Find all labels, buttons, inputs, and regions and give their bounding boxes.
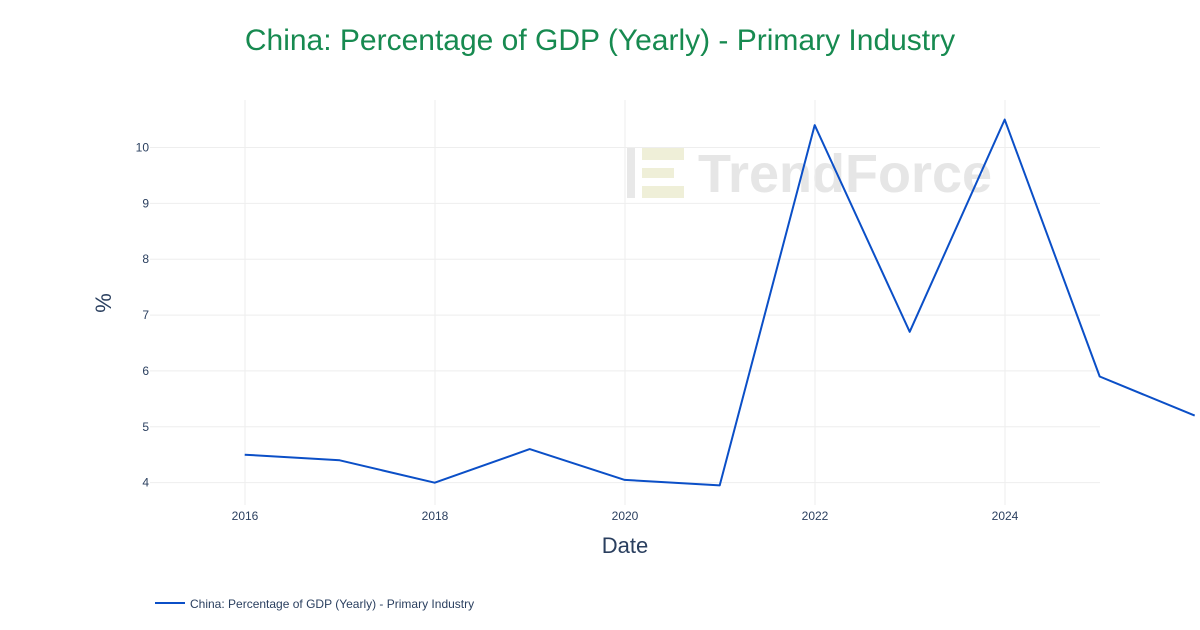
trendforce-logo-icon <box>627 148 684 198</box>
legend[interactable]: China: Percentage of GDP (Yearly) - Prim… <box>155 597 474 611</box>
y-tick-label: 7 <box>142 308 149 322</box>
data-point[interactable] <box>336 456 344 464</box>
data-point[interactable] <box>241 451 249 459</box>
y-axis-ticks: 4 5 6 7 8 9 10 <box>136 140 150 489</box>
y-tick-label: 8 <box>142 252 149 266</box>
y-tick-label: 9 <box>142 196 149 210</box>
chart-title: China: Percentage of GDP (Yearly) - Prim… <box>245 24 955 57</box>
y-tick-label: 5 <box>142 420 149 434</box>
x-tick-label: 2020 <box>612 509 639 523</box>
data-point[interactable] <box>431 479 439 487</box>
series-line-0[interactable] <box>244 118 1196 487</box>
x-tick-label: 2024 <box>992 509 1019 523</box>
data-point[interactable] <box>1001 116 1009 124</box>
data-point[interactable] <box>621 476 629 484</box>
y-tick-label: 6 <box>142 364 149 378</box>
y-tick-label: 10 <box>136 140 150 154</box>
data-point[interactable] <box>811 121 819 129</box>
series-layer <box>241 116 1199 489</box>
y-tick-label: 4 <box>142 476 149 490</box>
data-point[interactable] <box>716 481 724 489</box>
watermark: TrendForce <box>627 144 992 204</box>
watermark-text: TrendForce <box>698 144 992 204</box>
data-point[interactable] <box>1191 412 1199 420</box>
x-axis-title: Date <box>602 533 648 558</box>
data-point[interactable] <box>906 328 914 336</box>
x-tick-label: 2016 <box>232 509 259 523</box>
x-tick-label: 2022 <box>802 509 829 523</box>
data-point[interactable] <box>1096 373 1104 381</box>
x-tick-label: 2018 <box>422 509 449 523</box>
y-axis-title: % <box>91 293 116 313</box>
data-point[interactable] <box>526 445 534 453</box>
x-axis-ticks: 2016 2018 2020 2022 2024 <box>232 509 1019 523</box>
legend-label: China: Percentage of GDP (Yearly) - Prim… <box>190 597 474 611</box>
